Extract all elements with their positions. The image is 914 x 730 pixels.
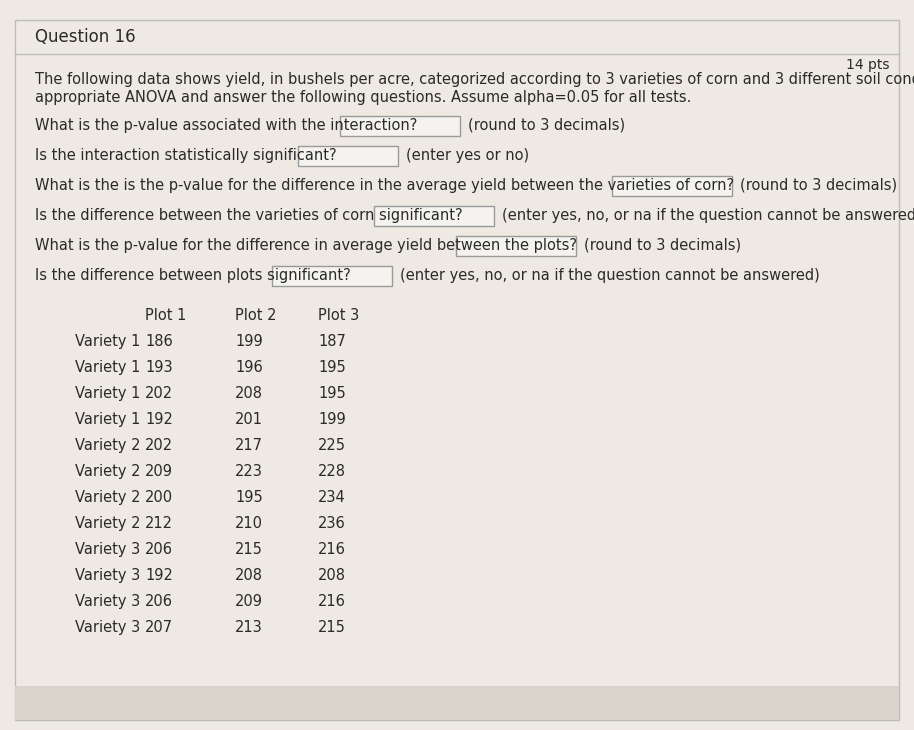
Bar [340,116,460,136]
Text: 192: 192 [145,412,173,427]
Text: (enter yes, no, or na if the question cannot be answered): (enter yes, no, or na if the question ca… [400,268,820,283]
Bar [15,686,899,720]
Text: Variety 3: Variety 3 [75,620,140,635]
Text: 206: 206 [145,594,173,609]
Text: 186: 186 [145,334,173,349]
Text: Variety 3: Variety 3 [75,542,140,557]
Text: 234: 234 [318,490,345,505]
Text: 208: 208 [318,568,346,583]
Text: 195: 195 [235,490,262,505]
Text: 223: 223 [235,464,263,479]
Text: appropriate ANOVA and answer the following questions. Assume alpha=0.05 for all : appropriate ANOVA and answer the followi… [35,90,691,105]
Text: 206: 206 [145,542,173,557]
Text: The following data shows yield, in bushels per acre, categorized according to 3 : The following data shows yield, in bushe… [35,72,914,87]
Bar [374,206,494,226]
Text: 216: 216 [318,542,345,557]
Text: Question 16: Question 16 [35,28,135,46]
Text: Variety 3: Variety 3 [75,568,140,583]
Text: (enter yes or no): (enter yes or no) [406,148,529,163]
Bar [456,236,576,256]
Text: Plot 3: Plot 3 [318,308,359,323]
Text: What is the p-value associated with the interaction?: What is the p-value associated with the … [35,118,418,133]
Text: Variety 2: Variety 2 [75,464,141,479]
Text: Variety 1: Variety 1 [75,412,141,427]
Text: 193: 193 [145,360,173,375]
Text: Variety 1: Variety 1 [75,386,141,401]
Text: What is the p-value for the difference in average yield between the plots?: What is the p-value for the difference i… [35,238,577,253]
Text: Variety 2: Variety 2 [75,490,141,505]
Text: 14 pts: 14 pts [846,58,890,72]
Text: (enter yes, no, or na if the question cannot be answered): (enter yes, no, or na if the question ca… [502,208,914,223]
Text: 207: 207 [145,620,173,635]
Bar [612,176,732,196]
Text: 202: 202 [145,438,173,453]
Text: 217: 217 [235,438,263,453]
Text: 201: 201 [235,412,263,427]
Text: 202: 202 [145,386,173,401]
Text: Plot 2: Plot 2 [235,308,277,323]
Text: 199: 199 [318,412,345,427]
Text: 200: 200 [145,490,173,505]
Text: 208: 208 [235,386,263,401]
Text: 228: 228 [318,464,346,479]
Text: 216: 216 [318,594,345,609]
Bar [272,266,392,286]
Text: Plot 1: Plot 1 [145,308,186,323]
Text: 225: 225 [318,438,346,453]
Text: Variety 3: Variety 3 [75,594,140,609]
Text: 215: 215 [318,620,345,635]
Text: Variety 2: Variety 2 [75,438,141,453]
Text: What is the is the p-value for the difference in the average yield between the v: What is the is the p-value for the diffe… [35,178,734,193]
Text: Is the difference between the varieties of corn significant?: Is the difference between the varieties … [35,208,462,223]
Text: 209: 209 [145,464,173,479]
Text: 212: 212 [145,516,173,531]
Text: 210: 210 [235,516,263,531]
Text: 208: 208 [235,568,263,583]
Text: 199: 199 [235,334,262,349]
Text: Variety 1: Variety 1 [75,360,141,375]
Text: 196: 196 [235,360,262,375]
Text: 195: 195 [318,360,345,375]
Text: 187: 187 [318,334,345,349]
Text: 213: 213 [235,620,262,635]
Text: Variety 2: Variety 2 [75,516,141,531]
Text: 192: 192 [145,568,173,583]
Text: Variety 1: Variety 1 [75,334,141,349]
Bar [298,146,398,166]
Text: 215: 215 [235,542,263,557]
Text: (round to 3 decimals): (round to 3 decimals) [584,238,741,253]
Text: (round to 3 decimals): (round to 3 decimals) [468,118,625,133]
Text: Is the difference between plots significant?: Is the difference between plots signific… [35,268,351,283]
Text: 195: 195 [318,386,345,401]
Text: 209: 209 [235,594,263,609]
Text: Is the interaction statistically significant?: Is the interaction statistically signifi… [35,148,336,163]
Text: 236: 236 [318,516,345,531]
Text: (round to 3 decimals): (round to 3 decimals) [740,178,898,193]
